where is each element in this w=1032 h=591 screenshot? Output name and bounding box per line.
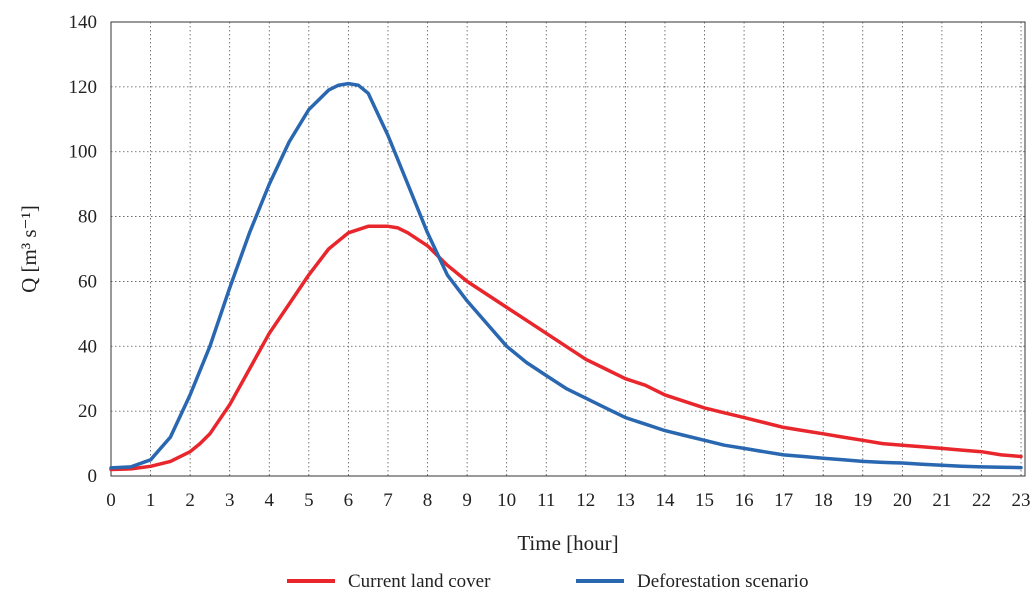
x-tick-label: 19	[853, 490, 872, 511]
x-tick-label: 4	[265, 490, 275, 511]
y-tick-label: 100	[69, 142, 98, 163]
series-line-deforestation-scenario	[109, 81, 1023, 470]
y-tick-label: 60	[78, 271, 97, 292]
x-tick-label: 9	[462, 490, 472, 511]
x-tick-label: 16	[735, 490, 754, 511]
y-tick-label: 0	[88, 466, 98, 487]
x-tick-label: 21	[932, 490, 951, 511]
y-tick-label: 20	[78, 401, 97, 422]
series-line-current-land-cover	[109, 224, 1023, 472]
x-tick-label: 2	[185, 490, 195, 511]
x-tick-label: 17	[774, 490, 793, 511]
x-tick-label: 22	[972, 490, 991, 511]
x-tick-label: 7	[383, 490, 393, 511]
x-tick-label: 12	[576, 490, 595, 511]
x-tick-label: 20	[893, 490, 912, 511]
x-tick-label: 10	[497, 490, 516, 511]
x-tick-label: 15	[695, 490, 714, 511]
y-tick-labels: 0 20 40 60 80 100 120 140	[69, 12, 98, 487]
grid	[111, 21, 1025, 476]
y-axis-title: Q [m³ s⁻¹]	[17, 205, 41, 293]
x-tick-label: 1	[146, 490, 156, 511]
y-tick-label: 140	[69, 12, 98, 33]
y-tick-label: 120	[69, 77, 98, 98]
x-tick-label: 5	[304, 490, 314, 511]
x-tick-label: 6	[344, 490, 354, 511]
plot-frame	[110, 21, 1026, 477]
x-tick-label: 13	[616, 490, 635, 511]
series-lines	[109, 81, 1023, 472]
x-tick-labels: 0 1 2 3 4 5 6 7 8 9 10 11 12 13 14 15 16 17 18 19 20 21 22 23	[106, 490, 1030, 511]
x-tick-label: 23	[1012, 490, 1031, 511]
x-tick-label: 11	[537, 490, 555, 511]
x-tick-label: 14	[655, 490, 675, 511]
x-tick-label: 8	[423, 490, 433, 511]
y-tick-label: 80	[78, 207, 97, 228]
x-axis-title: Time [hour]	[517, 531, 618, 555]
legend: Current land cover Deforestation scenari…	[287, 571, 808, 591]
x-tick-label: 18	[814, 490, 833, 511]
x-tick-label: 3	[225, 490, 235, 511]
y-tick-label: 40	[78, 336, 97, 357]
legend-label-current: Current land cover	[348, 571, 491, 591]
legend-label-deforestation: Deforestation scenario	[637, 571, 808, 591]
plot-border	[110, 21, 1026, 477]
x-tick-label: 0	[106, 490, 116, 511]
